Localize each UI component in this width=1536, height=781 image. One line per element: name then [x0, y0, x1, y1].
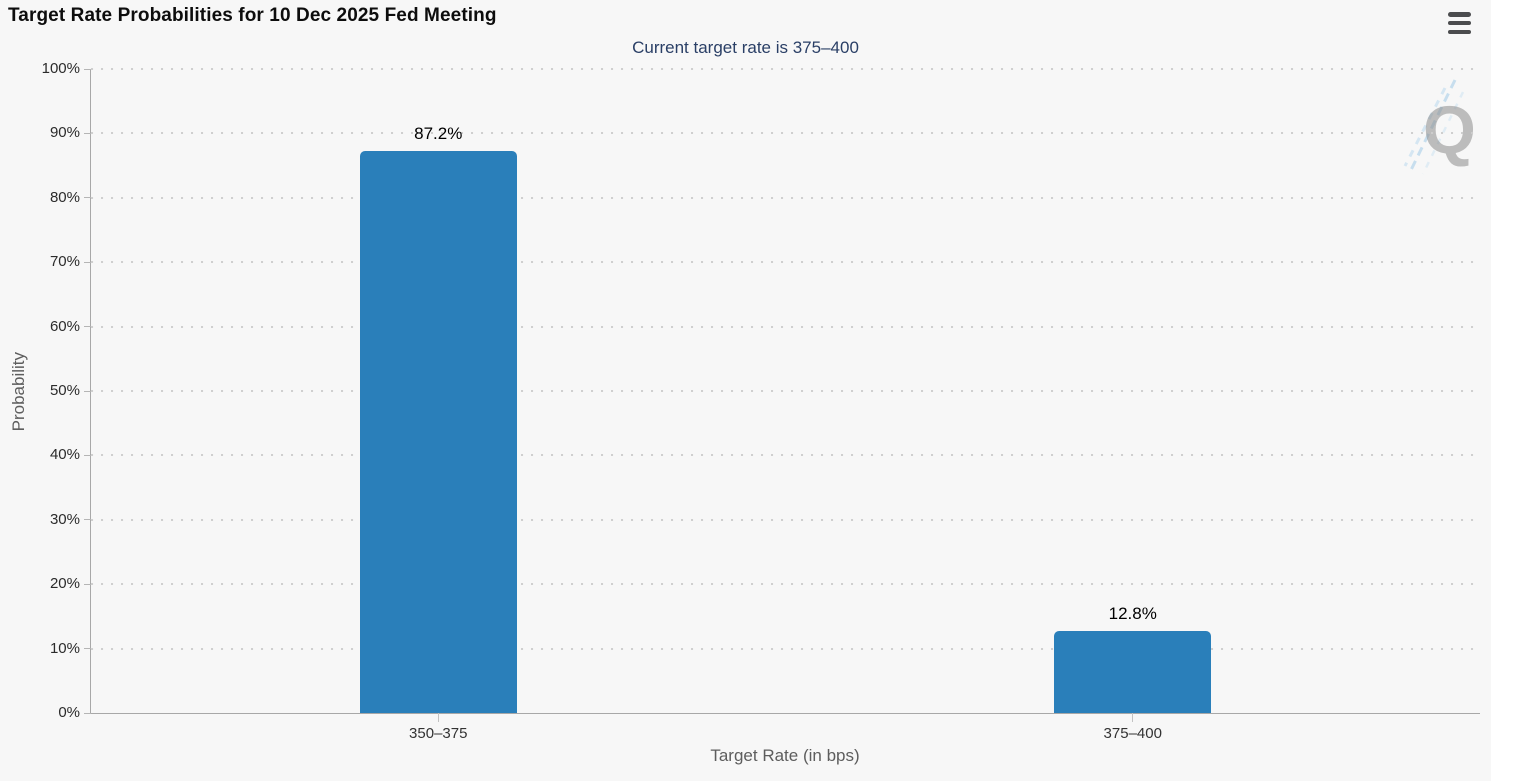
- chart-subtitle: Current target rate is 375–400: [632, 38, 859, 57]
- y-tick-label: 90%: [49, 124, 80, 142]
- y-tick: [84, 326, 91, 328]
- x-axis-title: Target Rate (in bps): [710, 746, 860, 765]
- hamburger-icon: [1448, 12, 1471, 17]
- y-tick-label: 40%: [49, 446, 80, 464]
- y-axis-title: Probability: [9, 351, 28, 432]
- y-tick: [84, 648, 91, 650]
- y-tick: [84, 583, 91, 585]
- y-tick: [84, 132, 91, 134]
- gridline: [91, 583, 1480, 586]
- y-tick-label: 100%: [41, 60, 80, 77]
- x-tick: [1132, 713, 1134, 722]
- gridline: [91, 390, 1480, 392]
- y-tick: [84, 68, 91, 70]
- y-tick-label: 0%: [58, 704, 80, 721]
- gridline: [91, 454, 1480, 457]
- gridline: [91, 647, 1480, 650]
- plot-area: 0% 10% 20% 30% 40% 50% 60% 70% 80% 90% 100% 87.2% 35…: [42, 60, 1480, 742]
- y-tick-label: 60%: [49, 317, 80, 335]
- x-tick: [437, 713, 439, 722]
- gridline: [91, 196, 1480, 199]
- y-tick: [84, 261, 91, 263]
- chart-menu-button[interactable]: [1446, 11, 1474, 35]
- gridline: [91, 518, 1480, 521]
- chart-title: Target Rate Probabilities for 10 Dec 202…: [8, 5, 497, 26]
- y-tick-label: 10%: [49, 639, 80, 657]
- bar[interactable]: [1054, 630, 1212, 713]
- gridline: [91, 132, 1480, 135]
- bar[interactable]: [359, 151, 517, 713]
- y-tick-label: 80%: [49, 188, 80, 206]
- gridline: [91, 68, 1480, 70]
- bar-value-label: 12.8%: [1108, 603, 1157, 623]
- gridline: [91, 261, 1480, 264]
- y-tick-label: 30%: [49, 510, 80, 528]
- y-tick: [84, 390, 91, 392]
- hamburger-icon: [1448, 29, 1471, 34]
- y-tick-label: 70%: [49, 253, 80, 271]
- hamburger-icon: [1448, 20, 1471, 26]
- x-tick-label: 350–375: [409, 725, 468, 742]
- bar-value-label: 87.2%: [414, 124, 463, 144]
- gridline: [91, 325, 1480, 328]
- y-tick: [84, 712, 91, 714]
- y-tick-label: 50%: [49, 382, 80, 399]
- y-tick: [84, 454, 91, 456]
- y-tick: [84, 197, 91, 199]
- y-tick-label: 20%: [49, 575, 80, 593]
- y-tick: [84, 519, 91, 521]
- x-tick-label: 375–400: [1103, 725, 1162, 742]
